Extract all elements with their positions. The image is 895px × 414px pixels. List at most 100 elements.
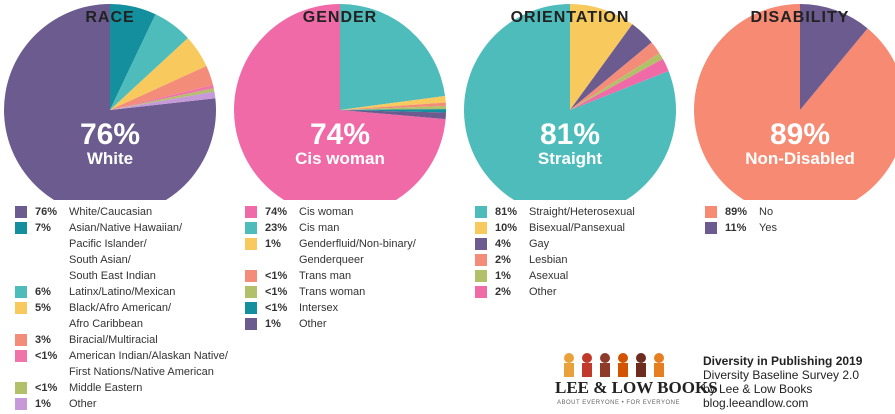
pie-slice [570,24,652,110]
legend-value: 5% [35,302,51,314]
legend-swatch [15,350,27,362]
legend-value: 1% [495,270,511,282]
legend-value: 11% [725,222,747,234]
legend-swatch [245,318,257,330]
legend-label: Middle Eastern [69,382,143,394]
legend-value: 6% [35,286,51,298]
pie-slice [340,109,447,113]
footer-line: blog.leeandlow.com [703,396,809,410]
legend-item: 74% Cis woman [245,204,416,220]
legend-item: 1% Genderfluid/Non-binary/ Genderqueer [245,236,416,268]
legend-swatch [475,254,487,266]
legend-swatch [245,222,257,234]
legend-label: Genderfluid/Non-binary/ Genderqueer [299,238,416,266]
legend-value: 76% [35,206,58,218]
pie-slice [570,53,663,110]
pie-slice [110,85,214,110]
legend-swatch [15,222,27,234]
legend-value: <1% [265,270,288,282]
legend-label: Asian/Native Hawaiian/ Pacific Islander/… [69,222,183,282]
pie-slice [234,4,446,200]
pie-slice [570,4,633,110]
legend-swatch [475,238,487,250]
legend-item: 76% White/Caucasian [15,204,228,220]
legend-swatch [705,206,717,218]
center-label: Straight [538,149,603,168]
legend-item: <1% Middle Eastern [15,380,228,396]
legend-swatch [15,206,27,218]
legend-label: Gay [529,238,550,250]
legend-label: Intersex [299,302,339,314]
pie-slice [694,4,895,200]
legend-item: 89% No [705,204,777,220]
legend-value: 23% [265,222,288,234]
legend-item: 7% Asian/Native Hawaiian/ Pacific Islande… [15,220,228,284]
legend-value: 10% [495,222,518,234]
legend-label: Cis man [299,222,340,234]
pie-slice [110,4,156,110]
legend-value: 1% [265,318,281,330]
legend-label: Other [529,286,557,298]
center-label: White [87,149,133,168]
center-percent: 89% [770,118,830,151]
legend-item: 23% Cis man [245,220,416,236]
legend-value: 81% [495,206,518,218]
legend-swatch [705,222,717,234]
footer-title: Diversity in Publishing 2019 [703,354,863,368]
footer: LEE & LOW BOOKS ABOUT EVERYONE • FOR EVE… [555,350,895,414]
pie-slice [110,38,207,110]
legend-item: 2% Other [475,284,635,300]
legend-label: American Indian/Alaskan Native/ First Na… [69,350,228,378]
center-label: Cis woman [295,149,385,168]
pie-slice [570,58,669,110]
legend-swatch [475,206,487,218]
legend-item: 4% Gay [475,236,635,252]
legend-item: 1% Other [15,396,228,412]
legend-item: 6% Latinx/Latino/Mexican [15,284,228,300]
legend-swatch [245,286,257,298]
legend-value: 3% [35,334,51,346]
legend-swatch [245,302,257,314]
legend: 81% Straight/Heterosexual 10% Bisexual/Pans… [475,204,635,300]
legend-value: <1% [265,302,288,314]
pie-slice [464,4,676,200]
legend-label: Other [299,318,327,330]
legend-swatch [15,302,27,314]
pie-slice [800,4,868,110]
legend-swatch [475,270,487,282]
legend-value: 7% [35,222,51,234]
legend-value: 1% [265,238,281,250]
legend-label: Other [69,398,97,410]
legend: 74% Cis woman 23% Cis man 1% Genderfluid/Non-… [245,204,416,332]
footer-text: Diversity in Publishing 2019 Diversity B… [703,354,862,410]
legend-label: Cis woman [299,206,354,218]
pie-slice [340,102,446,110]
legend-item: 81% Straight/Heterosexual [475,204,635,220]
legend: 89% No 11% Yes [705,204,777,236]
legend-value: <1% [265,286,288,298]
legend-swatch [15,334,27,346]
logo-figures [564,353,664,377]
legend-label: Straight/Heterosexual [529,206,635,218]
legend-item: 1% Other [245,316,416,332]
pie-slice [340,105,446,110]
pie-slice [110,65,214,110]
legend-value: 2% [495,254,511,266]
legend-swatch [15,286,27,298]
legend-value: 74% [265,206,288,218]
pie-slice [110,14,188,110]
footer-line: Diversity Baseline Survey 2.0 [703,368,860,382]
pie-slice [110,91,216,110]
legend-label: Asexual [529,270,569,282]
center-percent: 74% [310,118,370,151]
pie-slice [570,42,660,110]
legend-label: No [759,206,774,218]
legend-value: <1% [35,350,58,362]
legend-item: <1% Trans man [245,268,416,284]
legend-label: White/Caucasian [69,206,153,218]
legend: 76% White/Caucasian 7% Asian/Native Hawaiia… [15,204,228,412]
center-percent: 76% [80,118,140,151]
legend-item: 11% Yes [705,220,777,236]
center-percent: 81% [540,118,600,151]
